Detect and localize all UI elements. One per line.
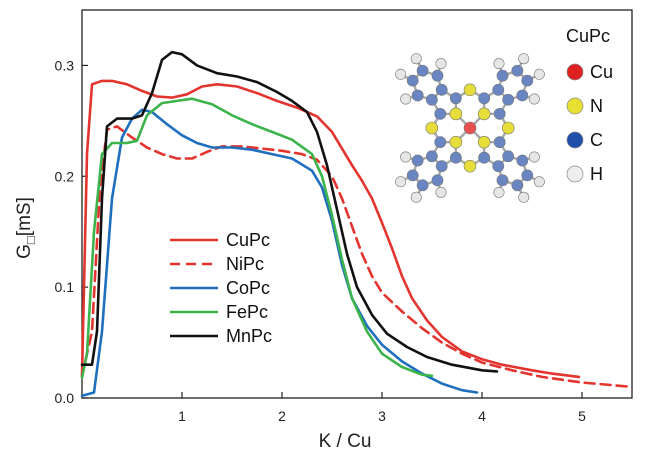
legend: CuPc NiPc CoPc FePc MnPc	[170, 230, 272, 346]
atom-c	[434, 107, 447, 120]
atom-c	[449, 92, 462, 105]
inset-legend-marker-cu	[566, 63, 584, 81]
inset-legend-marker-n	[566, 97, 584, 115]
inset-legend-marker-c	[566, 131, 584, 149]
y-axis-label: G□[mS]	[14, 197, 38, 259]
x-axis-label: K / Cu	[319, 431, 372, 452]
atom-h	[528, 151, 540, 163]
atom-c	[521, 169, 534, 182]
atom-h	[435, 58, 447, 70]
atom-h	[533, 68, 545, 80]
y-tick-label: 0.1	[55, 279, 75, 295]
inset-legend-marker-h	[566, 165, 584, 183]
atom-cu	[463, 121, 477, 135]
legend-label-nipc: NiPc	[226, 254, 264, 274]
y-tick-label: 0.3	[55, 57, 75, 73]
atom-n	[501, 121, 515, 135]
y-tick-label: 0.2	[55, 168, 75, 184]
atom-h	[518, 53, 530, 65]
atom-c	[416, 64, 429, 77]
series-line-mnpc	[80, 50, 499, 373]
atom-c	[431, 69, 444, 82]
atom-n	[449, 107, 463, 121]
atom-c	[493, 136, 506, 149]
atom-c	[496, 69, 509, 82]
plot-frame	[81, 9, 633, 399]
x-tick-label: 5	[578, 408, 586, 424]
x-tick-label: 1	[178, 408, 186, 424]
atom-c	[406, 169, 419, 182]
atom-n	[477, 135, 491, 149]
legend-label-copc: CoPc	[226, 278, 270, 298]
atom-c	[425, 93, 438, 106]
y-axis-label-subscript: □	[23, 236, 38, 244]
atom-c	[478, 92, 491, 105]
series-line-nipc	[80, 125, 634, 389]
y-axis-label-unit: [mS]	[14, 197, 35, 236]
atom-c	[516, 154, 529, 167]
atom-c	[431, 174, 444, 187]
atom-n	[449, 135, 463, 149]
atom-n	[463, 83, 477, 97]
atom-h	[395, 176, 407, 188]
atom-c	[492, 83, 505, 96]
atom-c	[516, 89, 529, 102]
atom-c	[406, 74, 419, 87]
atom-h	[395, 68, 407, 80]
y-tick-label: 0.0	[55, 390, 75, 406]
inset-legend-label-c: C	[590, 130, 603, 150]
atom-h	[533, 176, 545, 188]
atom-c	[411, 89, 424, 102]
atom-c	[502, 150, 515, 163]
atom-c	[511, 64, 524, 77]
atom-n	[477, 107, 491, 121]
atom-c	[502, 93, 515, 106]
inset-legend-label-cu: Cu	[590, 62, 613, 82]
inset-legend-label-h: H	[590, 164, 603, 184]
atom-c	[411, 154, 424, 167]
atom-h	[400, 151, 412, 163]
inset-title: CuPc	[566, 26, 610, 46]
atom-h	[493, 186, 505, 198]
series-line-copc	[80, 108, 479, 398]
atom-h	[435, 186, 447, 198]
atom-h	[518, 191, 530, 203]
atom-c	[435, 160, 448, 173]
atom-c	[496, 174, 509, 187]
svg-text:G□[mS]: G□[mS]	[14, 197, 38, 259]
atom-h	[493, 58, 505, 70]
atom-n	[463, 159, 477, 173]
legend-label-cupc: CuPc	[226, 230, 270, 250]
series-line-fepc	[80, 97, 434, 380]
atom-c	[521, 74, 534, 87]
atom-c	[435, 83, 448, 96]
atom-n	[425, 121, 439, 135]
molecule-inset: CuPc Cu NCH	[395, 26, 613, 203]
y-axis-label-main: G	[14, 244, 35, 259]
atom-c	[478, 151, 491, 164]
atom-h	[400, 93, 412, 105]
atom-c	[425, 150, 438, 163]
x-tick-label: 3	[378, 408, 386, 424]
atom-c	[416, 179, 429, 192]
inset-legend-label-n: N	[590, 96, 603, 116]
series-layer	[80, 50, 634, 398]
x-tick-label: 2	[278, 408, 286, 424]
atom-h	[410, 191, 422, 203]
atom-h	[528, 93, 540, 105]
atom-c	[493, 107, 506, 120]
atom-c	[449, 151, 462, 164]
atom-h	[410, 53, 422, 65]
series-line-cupc	[80, 79, 581, 379]
legend-label-fepc: FePc	[226, 302, 268, 322]
legend-label-mnpc: MnPc	[226, 326, 272, 346]
axes: 1 2 3 4 5 0.0 0.1 0.2 0.3	[55, 9, 633, 424]
x-tick-label: 4	[478, 408, 486, 424]
atom-c	[492, 160, 505, 173]
atom-c	[511, 179, 524, 192]
atom-c	[434, 136, 447, 149]
